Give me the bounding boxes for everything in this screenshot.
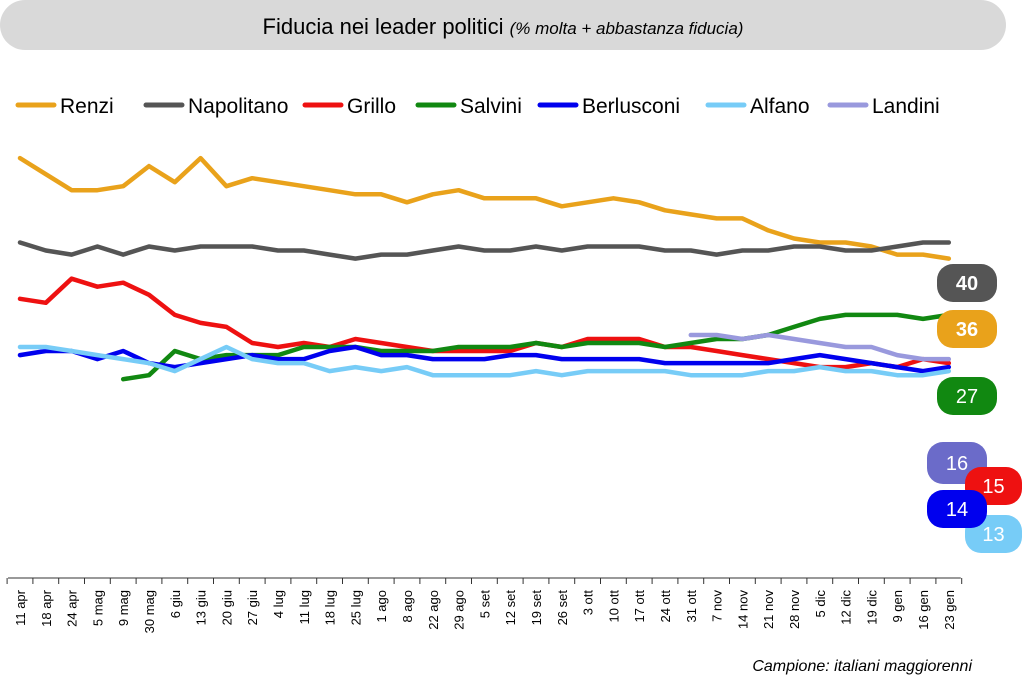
x-tick-label: 9 gen bbox=[890, 590, 905, 623]
sample-footnote: Campione: italiani maggiorenni bbox=[752, 658, 972, 675]
x-tick-label: 5 dic bbox=[813, 590, 828, 618]
series-line-grillo bbox=[17, 276, 952, 370]
x-tick-label: 1 ago bbox=[374, 590, 389, 623]
x-tick-label: 8 ago bbox=[400, 590, 415, 623]
x-tick-label: 21 nov bbox=[761, 590, 776, 630]
series-line-berlusconi bbox=[17, 344, 952, 374]
end-label-salvini: 27 bbox=[956, 386, 978, 408]
chart-title: Fiducia nei leader politici (% molta + a… bbox=[0, 14, 1006, 40]
legend-label-grillo: Grillo bbox=[347, 95, 396, 118]
x-tick-label: 4 lug bbox=[271, 590, 286, 618]
x-tick-label: 7 nov bbox=[710, 590, 725, 622]
legend-label-landini: Landini bbox=[872, 95, 940, 118]
x-tick-label: 29 ago bbox=[452, 590, 467, 630]
x-tick-label: 13 giu bbox=[194, 590, 209, 625]
x-tick-label: 16 gen bbox=[916, 590, 931, 630]
legend-label-alfano: Alfano bbox=[750, 95, 810, 118]
x-tick-label: 17 ott bbox=[632, 590, 647, 623]
x-tick-label: 22 ago bbox=[426, 590, 441, 630]
x-tick-label: 3 ott bbox=[581, 590, 596, 616]
x-tick-label: 26 set bbox=[555, 590, 570, 626]
x-tick-label: 9 mag bbox=[116, 590, 131, 626]
end-badge-berlusconi bbox=[927, 490, 987, 528]
x-tick-label: 14 nov bbox=[735, 590, 750, 630]
x-tick-label: 31 ott bbox=[684, 590, 699, 623]
x-tick-label: 11 lug bbox=[297, 590, 312, 624]
series-line-renzi bbox=[17, 155, 952, 261]
x-tick-label: 11 apr bbox=[13, 589, 28, 626]
x-tick-label: 27 giu bbox=[245, 590, 260, 625]
x-tick-label: 12 dic bbox=[839, 590, 854, 625]
x-tick-label: 18 apr bbox=[39, 589, 54, 627]
x-tick-label: 24 ott bbox=[658, 590, 673, 623]
chart-subtitle: (% molta + abbastanza fiducia) bbox=[509, 19, 744, 38]
end-badge-salvini bbox=[937, 377, 997, 415]
x-tick-label: 23 gen bbox=[942, 590, 957, 630]
x-tick-label: 18 lug bbox=[323, 590, 338, 625]
x-tick-label: 5 set bbox=[477, 590, 492, 619]
end-label-alfano: 13 bbox=[982, 524, 1004, 546]
x-tick-label: 25 lug bbox=[348, 590, 363, 625]
x-tick-label: 19 set bbox=[529, 590, 544, 626]
legend-label-berlusconi: Berlusconi bbox=[582, 95, 680, 118]
x-tick-label: 12 set bbox=[503, 590, 518, 626]
end-badge-renzi bbox=[937, 310, 997, 348]
series-line-napolitano bbox=[17, 240, 952, 261]
end-label-grillo: 15 bbox=[982, 476, 1004, 498]
legend-label-salvini: Salvini bbox=[460, 95, 522, 118]
end-label-napolitano: 40 bbox=[956, 273, 978, 295]
title-banner bbox=[0, 0, 1006, 50]
x-tick-label: 5 mag bbox=[90, 590, 105, 626]
x-tick-label: 6 giu bbox=[168, 590, 183, 618]
legend-label-napolitano: Napolitano bbox=[188, 95, 288, 118]
end-label-landini: 16 bbox=[946, 453, 968, 475]
end-label-berlusconi: 14 bbox=[946, 499, 968, 521]
x-tick-label: 19 dic bbox=[864, 590, 879, 625]
end-label-renzi: 36 bbox=[956, 319, 978, 341]
x-tick-label: 24 apr bbox=[65, 589, 80, 627]
series-line-alfano bbox=[17, 344, 952, 378]
legend-label-renzi: Renzi bbox=[60, 95, 114, 118]
x-tick-label: 10 ott bbox=[606, 590, 621, 623]
chart-title-main: Fiducia nei leader politici bbox=[262, 14, 504, 39]
x-tick-label: 28 nov bbox=[787, 590, 802, 630]
end-badge-napolitano bbox=[937, 264, 997, 302]
series-line-landini bbox=[688, 332, 952, 362]
x-tick-label: 20 giu bbox=[219, 590, 234, 625]
x-tick-label: 30 mag bbox=[142, 590, 157, 633]
